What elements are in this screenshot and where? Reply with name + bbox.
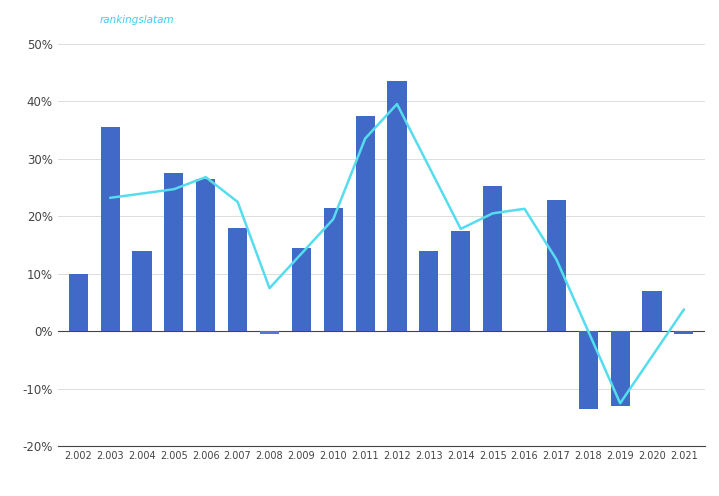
Bar (579, 331, 597, 409)
Bar (69, 274, 88, 331)
Bar (228, 228, 247, 331)
Bar (101, 127, 119, 331)
Bar (547, 200, 566, 331)
Bar (483, 186, 502, 331)
Bar (419, 251, 439, 331)
Bar (674, 331, 693, 334)
Text: rankingslatam: rankingslatam (99, 15, 174, 25)
Bar (292, 248, 311, 331)
Bar (324, 208, 343, 331)
Bar (610, 331, 630, 406)
Bar (643, 291, 661, 331)
Bar (165, 173, 183, 331)
Bar (388, 81, 406, 331)
Bar (260, 331, 279, 334)
Bar (356, 116, 375, 331)
Bar (196, 179, 215, 331)
Bar (132, 251, 152, 331)
Bar (452, 231, 470, 331)
